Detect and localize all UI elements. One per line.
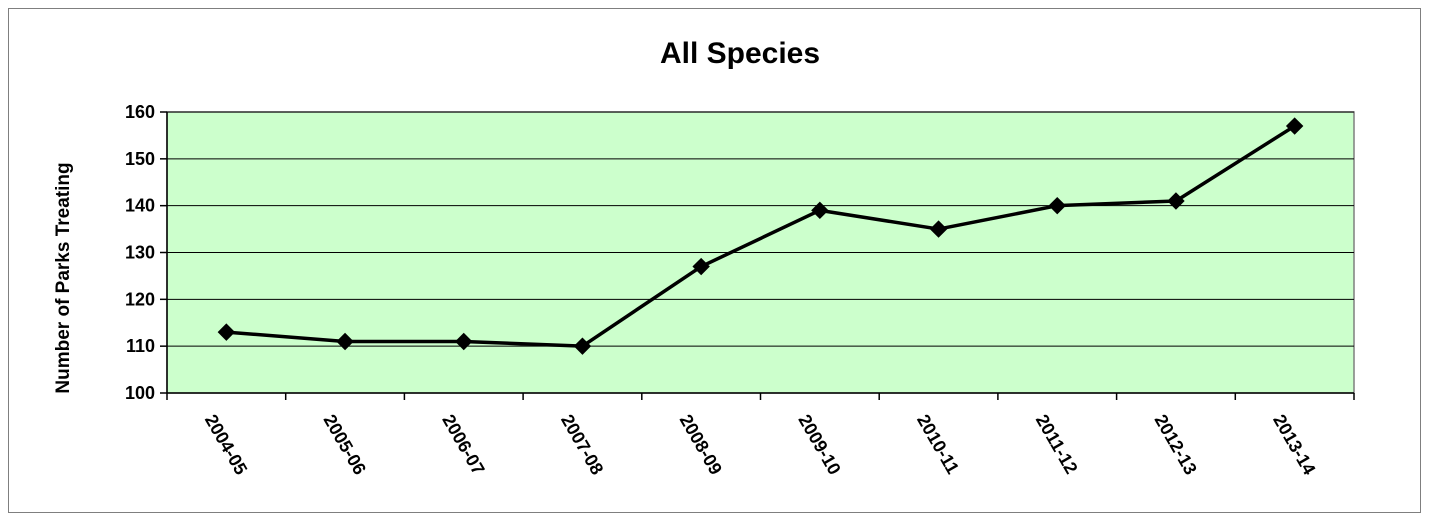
x-tick-label: 2006-07 [438, 411, 488, 478]
y-tick-label: 110 [126, 336, 155, 356]
data-point [455, 332, 473, 351]
y-tick-label: 100 [125, 383, 155, 403]
gridlines [167, 111, 1354, 347]
data-point [1167, 192, 1185, 210]
x-tick-label: 2010-11 [913, 411, 963, 477]
y-tick-label: 150 [125, 149, 155, 169]
x-tick-label: 2009-10 [794, 411, 844, 478]
data-point [1048, 196, 1066, 215]
x-tick-label: 2008-09 [676, 411, 726, 478]
y-tick-label: 140 [125, 196, 155, 216]
data-point [692, 257, 710, 276]
x-axis: 2004-05 2005-06 2006-07 2007-08 2008-09 2009-… [166, 392, 1355, 478]
data-point [573, 337, 592, 355]
data-point [217, 323, 236, 341]
x-tick-label: 2007-08 [557, 411, 607, 478]
series-group [217, 117, 1304, 355]
y-tick-label: 130 [125, 243, 155, 263]
data-point [1285, 117, 1304, 135]
x-tick-label: 2005-06 [320, 411, 370, 478]
chart-title: All Species [660, 37, 820, 70]
x-tick-label: 2013-14 [1269, 411, 1319, 478]
y-tick-label: 120 [125, 289, 155, 309]
x-tick-label: 2011-12 [1032, 411, 1082, 477]
y-axis-label: Number of Parks Treating [53, 162, 74, 393]
data-point [929, 220, 948, 238]
y-axis: 100 110 120 130 140 150 160 [125, 102, 168, 403]
data-point [336, 332, 354, 351]
data-point [811, 201, 829, 220]
y-tick-label: 160 [125, 102, 155, 122]
x-tick-label: 2004-05 [201, 411, 251, 478]
x-tick-label: 2012-13 [1150, 411, 1200, 478]
series-line [226, 124, 1296, 348]
